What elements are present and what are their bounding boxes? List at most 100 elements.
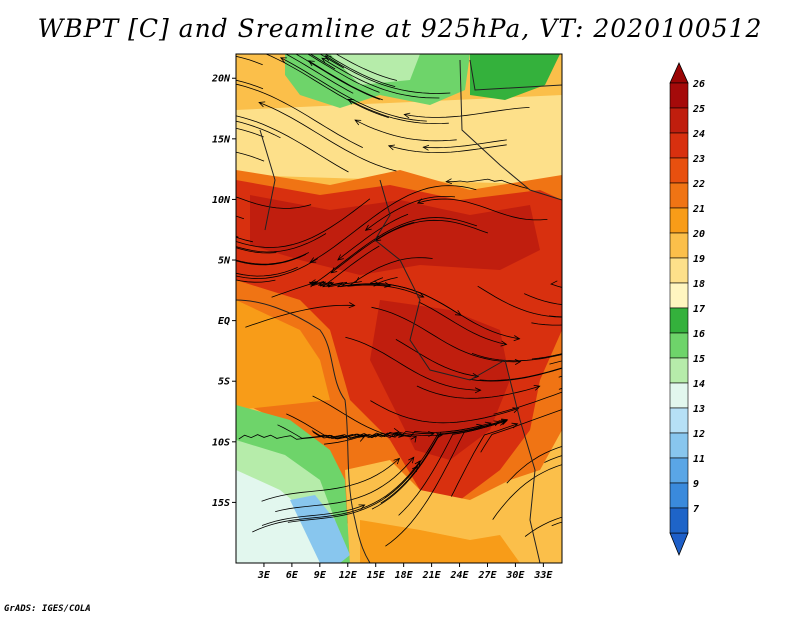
- streamline: [309, 54, 336, 70]
- streamline-arrowhead: [501, 418, 509, 425]
- streamline: [236, 151, 265, 162]
- streamline-arrowhead: [639, 503, 645, 508]
- streamline-arrowhead: [533, 385, 541, 391]
- streamline: [277, 424, 443, 440]
- streamline-arrowhead: [125, 58, 131, 63]
- colorbar-swatch: [669, 282, 689, 309]
- streamline: [236, 120, 281, 139]
- streamline: [324, 54, 396, 87]
- streamline: [524, 293, 562, 305]
- streamline: [416, 385, 540, 399]
- streamline-arrowhead: [476, 423, 484, 430]
- streamline-arrowhead: [414, 460, 421, 467]
- streamline: [285, 54, 354, 94]
- colorbar-label: 26: [692, 79, 705, 90]
- lon-tick-label: 15E: [367, 570, 386, 581]
- lon-tick-label: 27E: [477, 570, 497, 581]
- streamline-arrowhead: [417, 292, 425, 298]
- streamline: [236, 236, 253, 243]
- streamline: [308, 60, 383, 101]
- colorbar-swatch: [669, 82, 689, 109]
- streamline-arrowhead: [208, 16, 214, 21]
- colorbar-label: 7: [693, 504, 699, 515]
- lon-tick-label: 30E: [505, 570, 525, 581]
- colorbar-label: 16: [693, 329, 705, 340]
- streamline: [236, 115, 349, 173]
- streamline-arrowhead: [387, 144, 395, 151]
- lon-tick-label: 33E: [533, 570, 553, 581]
- streamline: [261, 504, 365, 526]
- streamline: [371, 425, 483, 510]
- streamline: [395, 339, 479, 377]
- streamline: [337, 213, 409, 261]
- streamline-arrowhead: [126, 234, 132, 239]
- colorbar-swatch: [669, 457, 689, 484]
- streamline: [477, 285, 562, 318]
- streamline-arrowhead: [474, 387, 482, 394]
- streamline-arrowhead: [290, 33, 296, 38]
- streamline: [236, 127, 264, 138]
- streamline: [492, 464, 562, 520]
- credit-label: GrADS: IGES/COLA: [4, 604, 91, 614]
- streamline-arrowhead: [393, 457, 401, 465]
- colorbar-label: 9: [693, 479, 699, 490]
- streamline: [236, 55, 263, 66]
- streamline: [549, 360, 562, 365]
- streamline-arrowhead: [309, 257, 317, 263]
- streamline: [330, 221, 415, 274]
- colorbar-label: 17: [693, 304, 705, 315]
- colorbar-swatch: [669, 257, 689, 284]
- colorbar-label: 11: [693, 454, 705, 465]
- streamline: [371, 306, 521, 363]
- colorbar-swatch: [669, 432, 689, 459]
- streamline: [236, 198, 371, 248]
- colorbar-label: 24: [692, 129, 705, 140]
- colorbar-label: 25: [692, 104, 705, 115]
- streamline: [265, 54, 390, 119]
- lat-tick-label: 15S: [212, 498, 230, 509]
- streamline-arrowhead: [157, 241, 163, 246]
- streamline-arrowhead: [167, 75, 173, 80]
- colorbar: 26 25 24 23 22 21 20 19 18 17 16 15 14 13 12 11 9 7: [669, 62, 705, 557]
- streamline: [374, 219, 489, 242]
- streamline-arrowhead: [493, 420, 501, 427]
- streamline-arrowhead: [202, 109, 208, 114]
- streamline: [325, 55, 451, 94]
- streamline-arrowhead: [660, 429, 666, 434]
- streamline-arrowhead: [208, 23, 214, 28]
- streamline-arrowhead: [642, 283, 648, 288]
- colorbar-label: 12: [693, 429, 705, 440]
- streamline: [321, 57, 440, 99]
- colorbar-label: 19: [693, 254, 705, 265]
- chart-title: WBPT [C] and Sreamline at 925hPa, VT: 20…: [37, 14, 763, 43]
- streamline: [335, 54, 398, 81]
- streamline-arrowhead: [271, 26, 277, 31]
- lon-tick-label: 9E: [314, 570, 327, 581]
- streamline-arrowhead: [594, 378, 600, 383]
- colorbar-swatch: [669, 157, 689, 184]
- streamline: [236, 279, 276, 283]
- border-line-1: [374, 179, 506, 381]
- streamline: [236, 258, 318, 279]
- streamline-arrowhead: [500, 419, 508, 426]
- lon-tick-label: 21E: [422, 570, 442, 581]
- streamline: [236, 79, 264, 90]
- streamline: [531, 322, 562, 326]
- streamline-arrowhead: [605, 310, 611, 315]
- streamline-arrowhead: [649, 323, 655, 328]
- streamline: [286, 413, 434, 440]
- streamline: [314, 217, 478, 284]
- streamline-arrowhead: [258, 101, 266, 108]
- streamline-arrowhead: [168, 147, 174, 152]
- coastline-west: [236, 299, 371, 563]
- streamline-arrowhead: [605, 455, 611, 460]
- streamline-arrowhead: [721, 329, 727, 334]
- lon-tick-label: 3E: [257, 570, 271, 581]
- colorbar-label: 23: [692, 154, 705, 165]
- streamline-arrowhead: [217, 234, 223, 239]
- streamline-arrowhead: [321, 57, 329, 64]
- streamline: [558, 387, 562, 390]
- streamline: [418, 301, 507, 345]
- boundaries: [236, 59, 562, 563]
- streamline-arrowhead: [358, 504, 366, 510]
